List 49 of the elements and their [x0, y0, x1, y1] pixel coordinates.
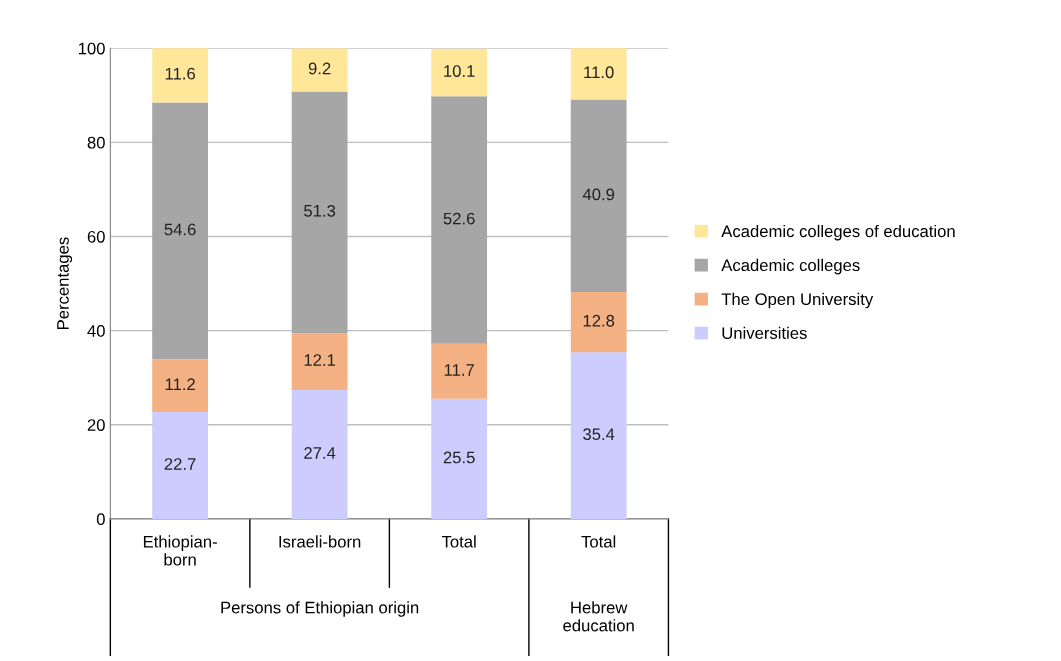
bar [152, 359, 209, 413]
x-tick-label: Ethiopian-born [143, 535, 217, 566]
x-tick-label: Total [441, 535, 476, 548]
data-label: 51.3 [304, 204, 336, 217]
text: Hebrew education [563, 601, 634, 632]
data-label: 12.1 [304, 354, 336, 366]
y-tick-label: 40 [87, 325, 105, 337]
y-tick-label: 80 [87, 136, 105, 149]
data-label: 52.6 [443, 212, 475, 225]
data-label: 22.7 [164, 458, 196, 470]
data-label: 9.2 [308, 62, 331, 75]
y-tick-label: 0 [96, 513, 105, 526]
x-tick-label: Israeli-born [279, 535, 361, 548]
y-tick-label: 20 [87, 419, 105, 431]
legend-label: The Open University [721, 292, 874, 309]
y-tick-label: 60 [87, 230, 105, 243]
data-label: 25.5 [443, 451, 475, 464]
bar [431, 96, 488, 344]
x-tick-label: Total [581, 535, 616, 548]
data-label: 35.4 [583, 428, 615, 441]
bar [291, 332, 348, 390]
bar [570, 352, 627, 519]
y-tick-label: 100 [78, 42, 105, 55]
legend-label: Academic colleges of education [721, 224, 955, 241]
data-label: 11.0 [584, 66, 614, 79]
bar [570, 99, 627, 293]
text: Persons of Ethiopian origin [221, 601, 419, 617]
bar [152, 412, 209, 519]
data-label: 40.9 [582, 188, 615, 201]
bar [152, 102, 209, 360]
data-label: 27.4 [304, 447, 336, 459]
bar [291, 91, 348, 333]
bar [152, 48, 209, 103]
data-label: 10.1 [444, 65, 475, 77]
bar [570, 48, 627, 100]
bar [431, 398, 488, 519]
legend-label: Universities [722, 326, 807, 340]
data-label: 54.6 [164, 223, 196, 236]
bar [431, 48, 488, 97]
bar [431, 343, 488, 399]
data-label: 11.2 [165, 378, 195, 391]
y-axis-title: Percentages [57, 237, 73, 329]
data-label: 11.6 [165, 67, 195, 80]
data-label: 11.7 [444, 364, 474, 376]
legend-label: Academic colleges [721, 258, 860, 275]
bar [291, 48, 348, 92]
bar [570, 292, 627, 353]
bar [291, 389, 348, 519]
data-label: 12.8 [583, 314, 615, 327]
